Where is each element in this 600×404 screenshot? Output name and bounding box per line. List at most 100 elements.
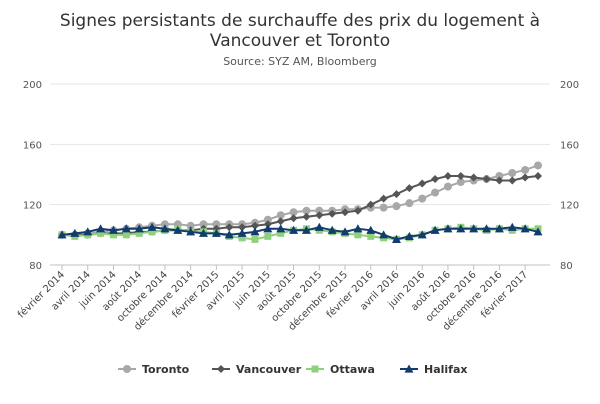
point-halifax (121, 224, 131, 233)
legend-label-ottawa: Ottawa (330, 363, 375, 376)
point-toronto (456, 178, 465, 187)
point-toronto (212, 220, 221, 229)
point-toronto (392, 202, 401, 211)
y-tick-label-left: 200 (23, 80, 42, 91)
series-ottawa (58, 223, 542, 243)
point-ottawa (367, 232, 375, 240)
point-vancouver (341, 208, 350, 217)
point-toronto (302, 206, 311, 215)
point-ottawa (354, 231, 362, 239)
legend-item-vancouver: Vancouver (212, 363, 302, 376)
point-toronto (495, 172, 504, 181)
point-vancouver (418, 179, 427, 188)
point-vancouver (366, 200, 375, 209)
point-toronto (405, 199, 414, 208)
point-toronto (379, 203, 388, 212)
chart-title-line1: Signes persistants de surchauffe des pri… (60, 11, 540, 31)
point-toronto (443, 182, 452, 191)
point-vancouver (225, 223, 234, 232)
point-halifax (173, 225, 183, 234)
chart-title-line2: Vancouver et Toronto (210, 31, 390, 51)
point-halifax (224, 230, 234, 239)
point-ottawa (264, 232, 272, 240)
legend-label-halifax: Halifax (424, 363, 467, 376)
point-vancouver (289, 214, 298, 223)
point-halifax (250, 227, 260, 236)
legend-item-halifax: Halifax (400, 363, 467, 376)
point-halifax (263, 224, 273, 233)
legend-swatch-marker-ottawa (311, 365, 319, 373)
point-halifax (366, 225, 376, 234)
point-halifax (186, 227, 196, 236)
series-line-vancouver (62, 175, 539, 236)
point-vancouver (469, 173, 478, 182)
point-halifax (340, 227, 350, 236)
point-halifax (237, 228, 247, 237)
point-halifax (134, 224, 144, 233)
legend-swatch-marker-vancouver (217, 365, 225, 373)
point-toronto (289, 208, 298, 217)
y-tick-label-left: 120 (23, 201, 42, 212)
point-halifax (430, 225, 440, 234)
point-vancouver (521, 173, 530, 182)
point-toronto (534, 161, 542, 170)
point-halifax (482, 224, 492, 233)
point-halifax (96, 224, 106, 233)
point-vancouver (508, 176, 517, 185)
chart-subtitle: Source: SYZ AM, Bloomberg (223, 55, 377, 68)
point-vancouver (238, 223, 247, 232)
point-halifax (443, 224, 453, 233)
point-halifax (404, 231, 414, 240)
legend-item-toronto: Toronto (118, 363, 190, 376)
point-halifax (70, 228, 80, 237)
point-ottawa (135, 229, 143, 237)
legend-swatch-marker-halifax (404, 364, 414, 373)
y-tick-label-right: 160 (560, 140, 579, 151)
y-tick-label-left: 80 (29, 261, 42, 272)
point-toronto (508, 168, 517, 177)
point-vancouver (379, 194, 388, 203)
point-ottawa (97, 229, 105, 237)
point-vancouver (482, 175, 491, 184)
point-halifax (417, 230, 427, 239)
point-halifax (211, 228, 221, 237)
point-ottawa (122, 231, 130, 239)
point-vancouver (353, 206, 362, 215)
legend-label-toronto: Toronto (142, 363, 190, 376)
point-halifax (507, 222, 517, 231)
point-halifax (57, 230, 67, 239)
y-tick-label-left: 160 (23, 140, 42, 151)
point-halifax (391, 234, 401, 243)
point-vancouver (250, 221, 259, 230)
point-vancouver (456, 172, 465, 181)
series-toronto (58, 161, 542, 239)
point-toronto (418, 194, 427, 203)
legend-swatch-marker-toronto (123, 365, 131, 373)
point-halifax (327, 225, 337, 234)
point-halifax (199, 228, 209, 237)
point-vancouver (315, 211, 324, 220)
y-tick-label-right: 200 (560, 80, 579, 91)
point-halifax (289, 225, 299, 234)
point-vancouver (431, 175, 440, 184)
point-ottawa (251, 235, 259, 243)
point-halifax (147, 222, 157, 231)
point-halifax (456, 224, 466, 233)
y-tick-label-right: 80 (560, 261, 573, 272)
series-halifax (57, 222, 543, 243)
point-halifax (533, 227, 543, 236)
point-ottawa (109, 231, 117, 239)
point-halifax (108, 225, 118, 234)
point-halifax (160, 224, 170, 233)
point-halifax (276, 224, 286, 233)
point-vancouver (302, 212, 311, 221)
point-toronto (160, 220, 169, 229)
point-halifax (314, 222, 324, 231)
point-halifax (469, 224, 479, 233)
point-vancouver (405, 184, 414, 193)
point-ottawa (277, 229, 285, 237)
legend-label-vancouver: Vancouver (236, 363, 302, 376)
point-vancouver (443, 172, 452, 181)
